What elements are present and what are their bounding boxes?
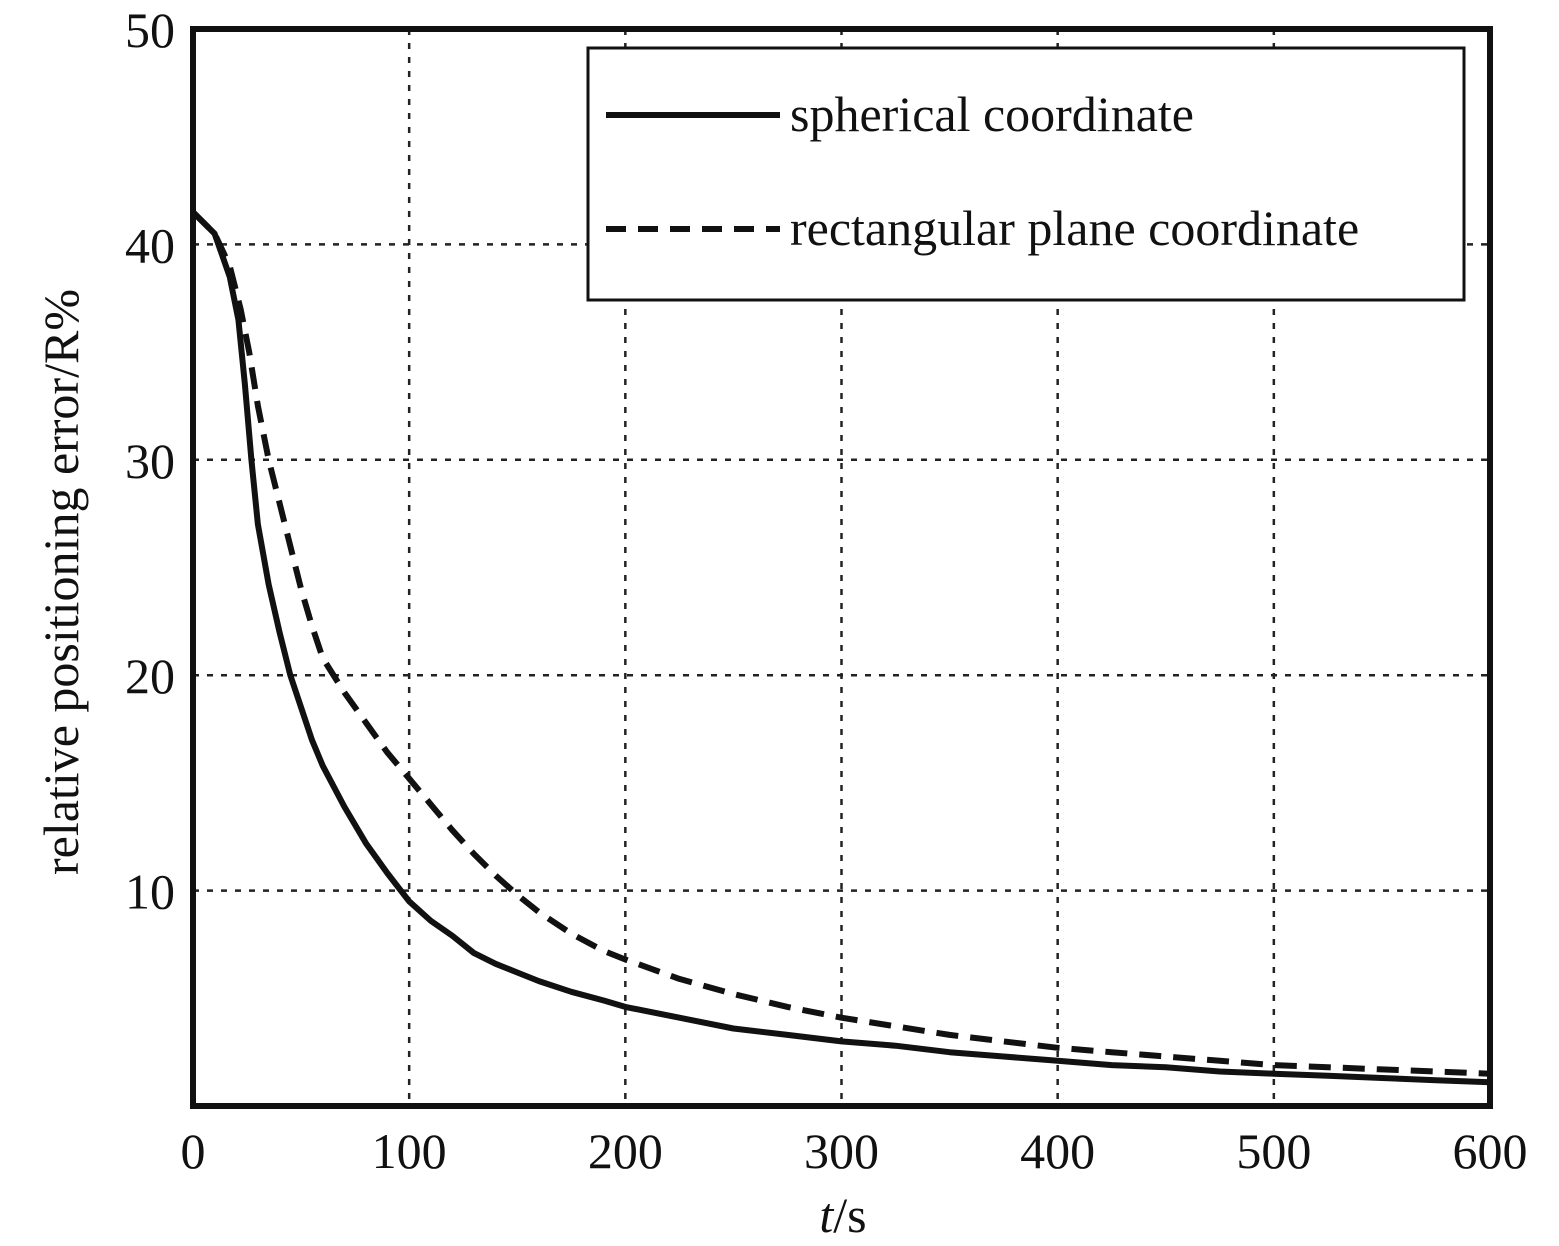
y-tick-label-40: 40 (125, 217, 175, 273)
series-line-spherical (190, 209, 1491, 1086)
series-layer (190, 209, 1491, 1086)
tick-labels: 0 100 200 300 400 500 600 10 20 30 40 50 (125, 2, 1528, 1179)
x-tick-label-200: 200 (588, 1123, 663, 1179)
x-tick-label-300: 300 (804, 1123, 879, 1179)
x-tick-label-500: 500 (1236, 1123, 1311, 1179)
legend-label-rectangular: rectangular plane coordinate (790, 200, 1359, 256)
x-axis-title: t/s (819, 1187, 866, 1243)
grid-lines (193, 29, 1490, 1106)
x-tick-label-100: 100 (372, 1123, 447, 1179)
x-axis-title-unit: /s (833, 1187, 866, 1243)
y-tick-label-20: 20 (125, 648, 175, 704)
x-tick-label-400: 400 (1020, 1123, 1095, 1179)
legend-box (586, 46, 1466, 302)
y-tick-label-50: 50 (125, 2, 175, 58)
x-tick-label-600: 600 (1453, 1123, 1528, 1179)
x-tick-label-0: 0 (181, 1123, 206, 1179)
legend-label-spherical: spherical coordinate (790, 86, 1194, 142)
legend: spherical coordinate rectangular plane c… (586, 46, 1466, 302)
x-axis-title-symbol: t (819, 1187, 834, 1243)
y-tick-label-10: 10 (125, 864, 175, 920)
y-tick-label-30: 30 (125, 433, 175, 489)
series-line-rectangular (190, 209, 1491, 1077)
plot-frame (190, 26, 1493, 1109)
y-axis-title: relative positioning error/R% (33, 289, 89, 875)
